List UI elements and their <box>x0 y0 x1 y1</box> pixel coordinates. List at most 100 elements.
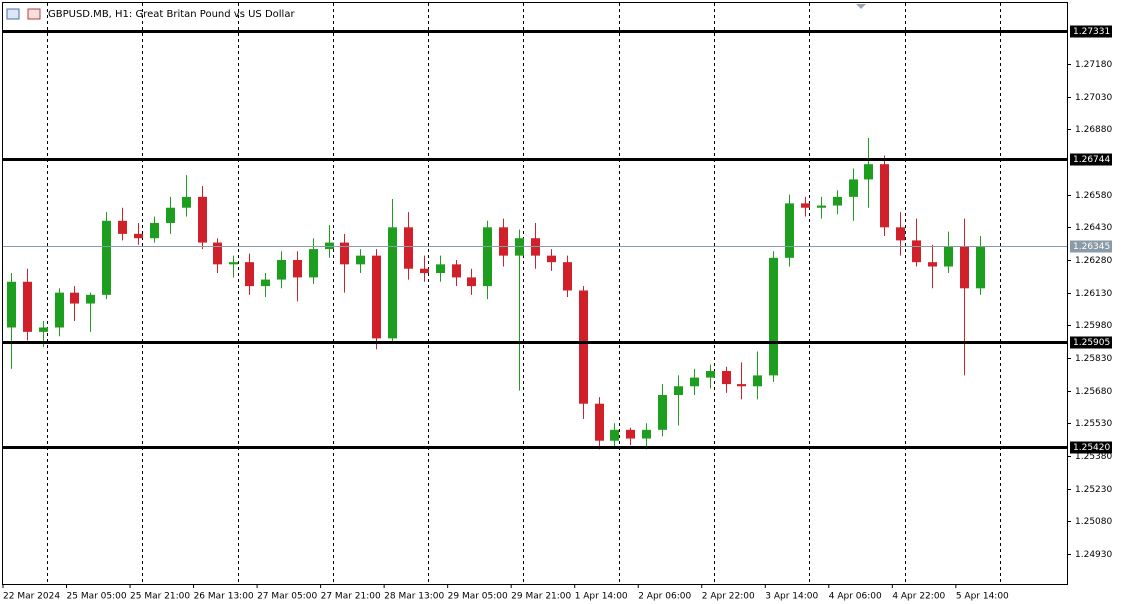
level-label-box <box>1070 25 1112 38</box>
candle-body <box>801 203 810 208</box>
candle-body <box>198 196 207 243</box>
candle-body <box>642 429 651 439</box>
candle-body <box>182 196 191 208</box>
y-tick-label: 1.26280 <box>1075 256 1112 266</box>
candle-body <box>753 375 762 387</box>
x-tick-label: 1 Apr 14:00 <box>575 592 628 602</box>
level-label: 1.25420 <box>1073 443 1110 453</box>
candle-body <box>880 164 889 228</box>
x-tick-label: 29 Mar 21:00 <box>511 592 571 602</box>
x-tick-label: 27 Mar 21:00 <box>321 592 381 602</box>
y-tick-label: 1.25380 <box>1075 452 1112 462</box>
candle-body <box>150 222 159 239</box>
candle-body <box>277 259 286 280</box>
x-tick-label: 27 Mar 05:00 <box>257 592 317 602</box>
candle-body <box>213 242 222 265</box>
y-tick-label: 1.24930 <box>1075 550 1112 560</box>
level-label: 1.26744 <box>1073 155 1110 165</box>
candle-body <box>420 268 429 274</box>
candle-body <box>674 386 683 395</box>
candle-body <box>769 257 778 376</box>
candle-body <box>436 264 445 274</box>
candle-body <box>55 292 64 328</box>
candle-body <box>912 240 921 263</box>
candle-body <box>896 227 905 241</box>
scroll-marker <box>856 4 866 9</box>
candle-body <box>610 429 619 441</box>
y-tick-label: 1.26130 <box>1075 289 1112 299</box>
candle-body <box>690 377 699 387</box>
candle-body <box>849 179 858 197</box>
candle-body <box>166 207 175 223</box>
y-tick-label: 1.25080 <box>1075 517 1112 527</box>
candle-body <box>563 262 572 291</box>
x-tick-label: 25 Mar 21:00 <box>130 592 190 602</box>
x-tick-label: 28 Mar 13:00 <box>384 592 444 602</box>
candle-body <box>340 242 349 265</box>
candle-body <box>817 205 826 208</box>
candle-body <box>39 327 48 332</box>
candle-body <box>118 220 127 234</box>
x-tick-label: 29 Mar 05:00 <box>448 592 508 602</box>
y-tick-label: 1.26430 <box>1075 223 1112 233</box>
current-price-box <box>1070 240 1112 253</box>
candle-body <box>229 262 238 265</box>
y-tick-label: 1.25980 <box>1075 321 1112 331</box>
candle-body <box>23 281 32 332</box>
candle-body <box>467 277 476 287</box>
candle-body <box>309 249 318 278</box>
x-tick-label: 25 Mar 05:00 <box>67 592 127 602</box>
current-price-label: 1.26345 <box>1073 242 1110 252</box>
candle-body <box>499 227 508 256</box>
level-label: 1.27331 <box>1073 27 1110 37</box>
candle-body <box>579 290 588 404</box>
candle-body <box>658 394 667 430</box>
candle-body <box>976 246 985 289</box>
candle-body <box>134 233 143 239</box>
candle-body <box>722 371 731 385</box>
level-label-box <box>1070 153 1112 166</box>
x-tick-label: 3 Apr 14:00 <box>765 592 818 602</box>
candle-body <box>960 246 969 289</box>
y-tick-label: 1.25680 <box>1075 387 1112 397</box>
level-label-box <box>1070 441 1112 454</box>
x-tick-label: 2 Apr 22:00 <box>702 592 755 602</box>
toolbar-icons <box>6 8 41 20</box>
candle-body <box>833 196 842 206</box>
x-tick-label: 4 Apr 06:00 <box>829 592 882 602</box>
candle-body <box>245 262 254 287</box>
y-tick-label: 1.25830 <box>1075 354 1112 364</box>
candle-body <box>864 164 873 180</box>
candle-body <box>388 227 397 339</box>
candle-body <box>785 203 794 258</box>
candle-body <box>595 403 604 441</box>
y-tick-label: 1.26580 <box>1075 191 1112 201</box>
y-tick-label: 1.25230 <box>1075 485 1112 495</box>
y-tick-label: 1.27180 <box>1075 60 1112 70</box>
candle-body <box>7 281 16 328</box>
x-tick-label: 26 Mar 13:00 <box>194 592 254 602</box>
candle-body <box>293 259 302 278</box>
y-tick-label: 1.27030 <box>1075 93 1112 103</box>
level-label: 1.25905 <box>1073 338 1110 348</box>
candle-body <box>404 227 413 269</box>
candle-body <box>86 294 95 304</box>
x-tick-label: 22 Mar 2024 <box>3 592 60 602</box>
y-tick-label: 1.26880 <box>1075 125 1112 135</box>
level-label-box <box>1070 336 1112 349</box>
icon <box>27 8 41 20</box>
candle-body <box>928 262 937 267</box>
candle-body <box>325 242 334 250</box>
x-tick-label: 5 Apr 14:00 <box>956 592 1009 602</box>
x-tick-label: 2 Apr 06:00 <box>638 592 691 602</box>
candle-body <box>70 292 79 304</box>
candle-body <box>452 264 461 278</box>
candle-body <box>706 371 715 378</box>
candle-body <box>483 227 492 287</box>
candle-body <box>547 255 556 263</box>
y-tick-label: 1.25530 <box>1075 419 1112 429</box>
x-tick-label: 4 Apr 22:00 <box>892 592 945 602</box>
candle-body <box>356 255 365 265</box>
